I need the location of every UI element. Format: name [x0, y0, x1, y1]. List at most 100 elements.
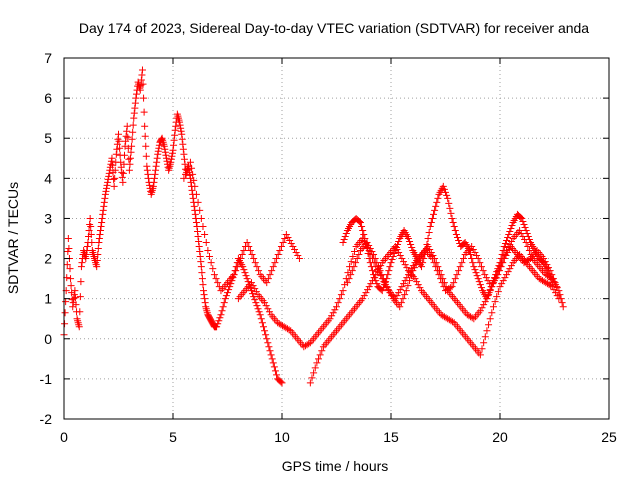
data-point — [437, 275, 445, 283]
data-point — [410, 264, 418, 272]
data-point — [413, 278, 421, 286]
data-point — [468, 243, 476, 251]
data-point — [168, 149, 176, 157]
data-point — [61, 309, 69, 317]
data-point — [238, 251, 246, 259]
data-point — [97, 222, 105, 230]
data-point — [170, 136, 178, 144]
data-point — [180, 155, 188, 163]
data-point — [101, 190, 109, 198]
data-point — [552, 289, 560, 297]
data-point — [412, 261, 420, 269]
data-point — [355, 217, 363, 225]
data-point — [158, 135, 166, 143]
data-point — [196, 248, 204, 256]
data-point — [240, 247, 248, 255]
data-point — [189, 170, 197, 178]
data-point — [70, 295, 78, 303]
data-point — [430, 210, 438, 218]
data-point — [82, 255, 90, 263]
data-point — [252, 288, 260, 296]
data-point — [486, 315, 494, 323]
data-point — [481, 298, 489, 306]
data-point — [285, 326, 293, 334]
data-point — [427, 218, 435, 226]
data-point — [251, 285, 259, 293]
data-point — [193, 222, 201, 230]
data-point — [483, 295, 491, 303]
data-point — [456, 263, 464, 271]
data-point — [310, 369, 318, 377]
data-point — [553, 283, 561, 291]
data-point — [196, 206, 204, 214]
data-point — [163, 157, 171, 165]
data-point — [440, 283, 448, 291]
y-tick-label: 1 — [44, 291, 52, 307]
data-point — [153, 158, 161, 166]
data-point — [404, 235, 412, 242]
data-point — [100, 198, 108, 206]
data-point — [403, 264, 411, 272]
data-point — [131, 99, 139, 107]
data-point — [198, 269, 206, 277]
data-point — [491, 298, 499, 306]
data-point — [341, 232, 349, 240]
data-point — [286, 237, 294, 245]
data-point — [132, 90, 140, 98]
data-point — [207, 259, 215, 267]
data-point — [87, 230, 95, 238]
data-point — [432, 263, 440, 271]
data-point — [308, 374, 316, 382]
data-point — [194, 227, 202, 235]
data-point — [123, 127, 131, 135]
data-point — [449, 318, 457, 326]
data-point — [294, 252, 302, 260]
data-point — [451, 275, 459, 283]
data-point — [448, 283, 456, 291]
data-point — [388, 292, 396, 300]
data-point — [381, 279, 389, 287]
data-point — [76, 308, 84, 316]
data-point — [478, 304, 486, 312]
data-point — [197, 214, 205, 222]
data-point — [109, 161, 117, 169]
data-point — [130, 109, 138, 117]
data-point — [195, 243, 203, 251]
data-point — [353, 255, 361, 263]
data-point — [400, 280, 408, 288]
data-point — [198, 275, 206, 283]
data-point — [138, 71, 146, 79]
data-point — [180, 150, 188, 158]
data-point — [306, 379, 314, 387]
data-point — [400, 258, 408, 266]
data-point — [477, 263, 485, 271]
data-point — [395, 289, 403, 297]
data-point — [497, 263, 505, 271]
y-tick-label: 2 — [44, 251, 52, 267]
data-point — [364, 250, 372, 258]
data-point — [250, 293, 258, 301]
data-point — [149, 182, 157, 190]
data-point — [356, 218, 364, 226]
plot-frame — [63, 57, 610, 420]
data-point — [120, 160, 128, 168]
data-point — [264, 275, 272, 283]
data-point — [98, 214, 106, 222]
data-point — [313, 359, 321, 367]
data-point — [219, 303, 227, 311]
data-point — [77, 278, 85, 286]
data-point — [409, 267, 417, 275]
data-point — [143, 162, 151, 170]
data-point — [129, 121, 137, 129]
data-point — [505, 230, 513, 238]
data-point — [493, 293, 501, 301]
data-point — [397, 299, 405, 307]
data-point — [501, 240, 509, 248]
data-point — [507, 224, 515, 232]
data-point — [161, 145, 169, 153]
data-point — [476, 281, 484, 289]
data-point — [374, 263, 382, 271]
data-point — [540, 255, 548, 263]
data-point — [111, 174, 119, 182]
data-point — [100, 202, 108, 210]
